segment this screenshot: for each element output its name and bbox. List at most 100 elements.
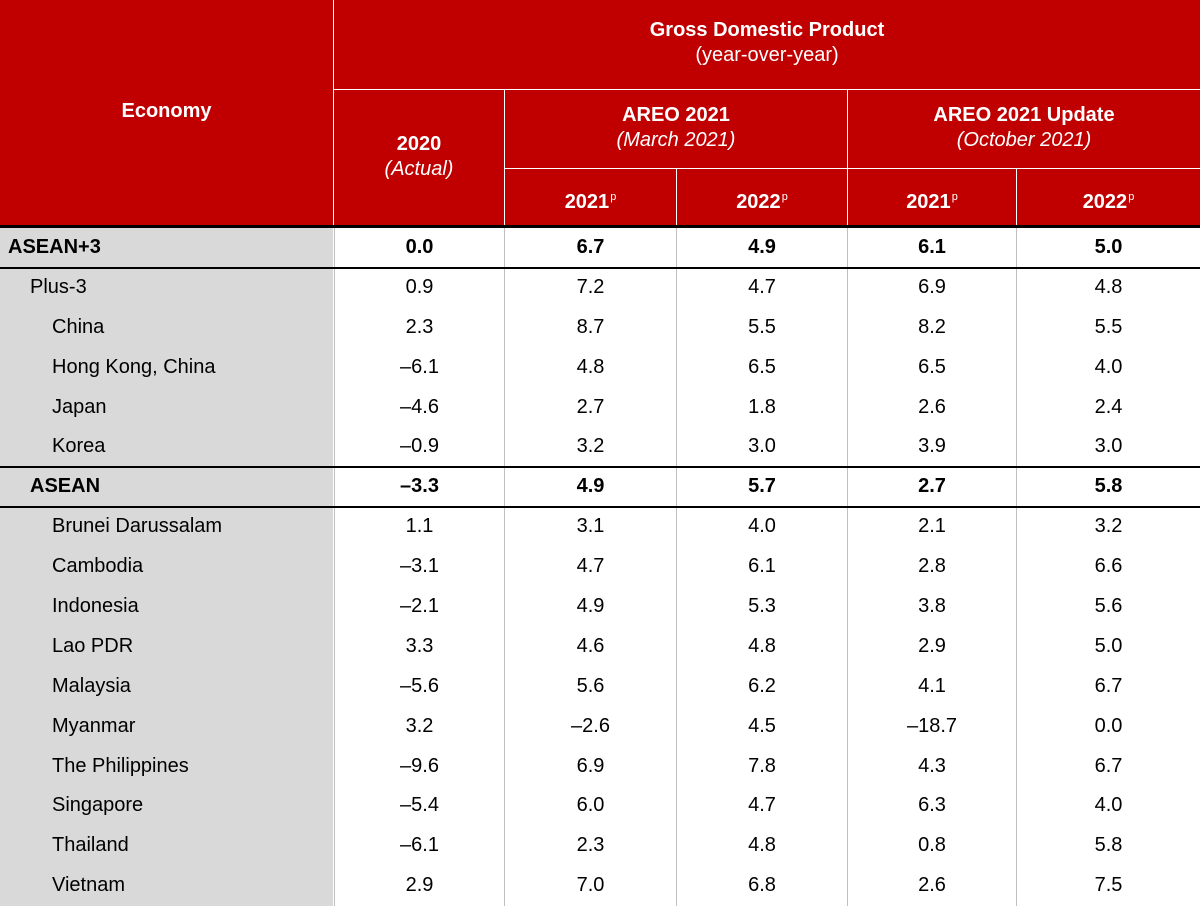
group-separator [0,266,1200,269]
gdp-header: Gross Domestic Product (year-over-year) [334,18,1200,68]
header-divider [676,168,677,225]
table-row: Japan –4.6 2.7 1.8 2.6 2.4 [0,387,1200,428]
gdp-value-cell: 4.3 [847,746,1016,787]
gdp-value-cell: 4.8 [504,347,676,388]
gdp-value-cell: 4.9 [504,587,676,627]
areo-title: AREO 2021 [622,104,730,126]
table-row: Malaysia –5.6 5.6 6.2 4.1 6.7 [0,666,1200,707]
gdp-value-cell: 4.0 [1016,347,1200,388]
update-date: (October 2021) [956,129,1092,151]
gdp-value-cell: 4.9 [504,467,676,508]
header-divider [505,168,1200,169]
gdp-value-cell: 6.7 [1016,666,1200,707]
gdp-value-cell: 3.9 [847,427,1016,468]
subheader-year: 2021p [906,191,958,213]
group-separator [0,466,1200,469]
gdp-value-cell: 2.1 [847,507,1016,548]
gdp-value-cell: –2.6 [504,706,676,747]
gdp-value-cell: 6.6 [1016,547,1200,588]
gdp-value-cell: 4.1 [847,666,1016,707]
gdp-value-cell: 5.7 [676,467,847,508]
gdp-value-cell: 5.8 [1016,826,1200,867]
subheader-year: 2022p [1082,191,1135,213]
economy-name: Brunei Darussalam [0,507,333,548]
gdp-subtitle: (year-over-year) [695,44,839,66]
subheader-year: 2022p [736,191,788,213]
gdp-value-cell: 2.6 [847,387,1016,428]
gdp-value-cell: 7.8 [676,746,847,787]
gdp-value-cell: 3.3 [334,626,504,667]
header-divider [334,89,1200,90]
gdp-value-cell: 4.7 [676,786,847,827]
gdp-value-cell: 4.7 [504,547,676,588]
economy-name: Hong Kong, China [0,347,333,388]
gdp-value-cell: 2.9 [334,866,504,906]
gdp-value-cell: 6.1 [676,547,847,588]
table-row: Cambodia –3.1 4.7 6.1 2.8 6.6 [0,547,1200,588]
economy-name: Myanmar [0,706,333,747]
gdp-value-cell: 2.8 [847,547,1016,588]
gdp-value-cell: 6.1 [847,228,1016,268]
gdp-value-cell: 7.0 [504,866,676,906]
gdp-value-cell: 0.0 [1016,706,1200,747]
economy-name: ASEAN [0,467,333,508]
gdp-value-cell: 2.3 [504,826,676,867]
economy-name: Singapore [0,786,333,827]
gdp-value-cell: 6.8 [676,866,847,906]
table-row: Lao PDR 3.3 4.6 4.8 2.9 5.0 [0,626,1200,667]
economy-name: Plus-3 [0,267,333,308]
gdp-value-cell: 6.7 [1016,746,1200,787]
gdp-value-cell: 4.6 [504,626,676,667]
economy-name: Japan [0,387,333,428]
gdp-value-cell: 6.9 [504,746,676,787]
gdp-value-cell: 3.0 [676,427,847,468]
gdp-value-cell: 7.5 [1016,866,1200,906]
gdp-value-cell: 4.5 [676,706,847,747]
gdp-value-cell: 0.0 [334,228,504,268]
economy-name: Malaysia [0,666,333,707]
table-header: Economy Gross Domestic Product (year-ove… [0,0,1200,225]
gdp-value-cell: –9.6 [334,746,504,787]
gdp-value-cell: 4.8 [676,826,847,867]
gdp-value-cell: 6.9 [847,267,1016,308]
gdp-value-cell: 8.7 [504,307,676,348]
table-row: Hong Kong, China –6.1 4.8 6.5 6.5 4.0 [0,347,1200,388]
gdp-value-cell: 4.7 [676,267,847,308]
gdp-value-cell: 5.3 [676,587,847,627]
gdp-value-cell: 2.3 [334,307,504,348]
economy-name: Cambodia [0,547,333,588]
gdp-value-cell: 2.4 [1016,387,1200,428]
gdp-value-cell: 6.7 [504,228,676,268]
gdp-value-cell: 3.1 [504,507,676,548]
header-divider [333,0,334,225]
table-row: Brunei Darussalam 1.1 3.1 4.0 2.1 3.2 [0,507,1200,548]
gdp-value-cell: 3.8 [847,587,1016,627]
group-separator [0,506,1200,509]
economy-name: Lao PDR [0,626,333,667]
table-row: Plus-3 0.9 7.2 4.7 6.9 4.8 [0,267,1200,308]
economy-name: China [0,307,333,348]
gdp-value-cell: 5.5 [676,307,847,348]
gdp-value-cell: –3.3 [334,467,504,508]
gdp-value-cell: 7.2 [504,267,676,308]
gdp-value-cell: 3.2 [1016,507,1200,548]
economy-name: The Philippines [0,746,333,787]
economy-name: Indonesia [0,587,333,627]
economy-name: Vietnam [0,866,333,906]
gdp-value-cell: 6.0 [504,786,676,827]
gdp-value-cell: 3.2 [504,427,676,468]
economy-name: Korea [0,427,333,468]
gdp-value-cell: 1.8 [676,387,847,428]
gdp-value-cell: 0.8 [847,826,1016,867]
header-bottom-rule [0,225,1200,228]
gdp-title: Gross Domestic Product [649,19,885,41]
gdp-value-cell: 5.0 [1016,228,1200,268]
col-2020-note: (Actual) [384,158,454,180]
economy-name: Thailand [0,826,333,867]
gdp-value-cell: 4.8 [676,626,847,667]
gdp-value-cell: 2.9 [847,626,1016,667]
gdp-value-cell: 6.5 [676,347,847,388]
col-2020-header: 2020 (Actual) [334,132,504,182]
gdp-value-cell: –3.1 [334,547,504,588]
